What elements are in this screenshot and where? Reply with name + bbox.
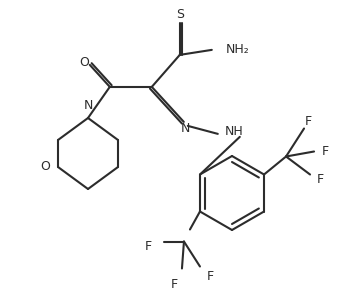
Text: F: F <box>206 270 214 283</box>
Text: NH: NH <box>225 125 244 138</box>
Text: O: O <box>79 56 89 69</box>
Text: N: N <box>83 99 93 112</box>
Text: S: S <box>176 8 184 21</box>
Text: NH₂: NH₂ <box>226 43 250 56</box>
Text: O: O <box>40 161 50 173</box>
Text: N: N <box>181 122 190 135</box>
Text: F: F <box>145 240 152 253</box>
Text: F: F <box>170 278 177 291</box>
Text: F: F <box>322 145 329 158</box>
Text: F: F <box>304 115 312 128</box>
Text: F: F <box>317 173 324 186</box>
